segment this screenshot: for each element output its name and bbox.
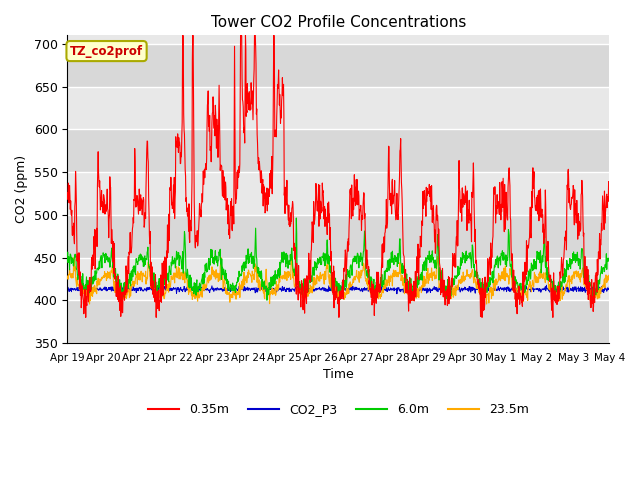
Bar [67,172,609,215]
Bar [67,300,609,343]
Text: TZ_co2prof: TZ_co2prof [70,45,143,58]
Bar [67,129,609,172]
Legend: 0.35m, CO2_P3, 6.0m, 23.5m: 0.35m, CO2_P3, 6.0m, 23.5m [143,398,534,421]
Bar [67,258,609,300]
X-axis label: Time: Time [323,368,354,381]
Bar [67,215,609,258]
Title: Tower CO2 Profile Concentrations: Tower CO2 Profile Concentrations [211,15,466,30]
Bar [67,44,609,86]
Y-axis label: CO2 (ppm): CO2 (ppm) [15,155,28,223]
Bar [67,86,609,129]
